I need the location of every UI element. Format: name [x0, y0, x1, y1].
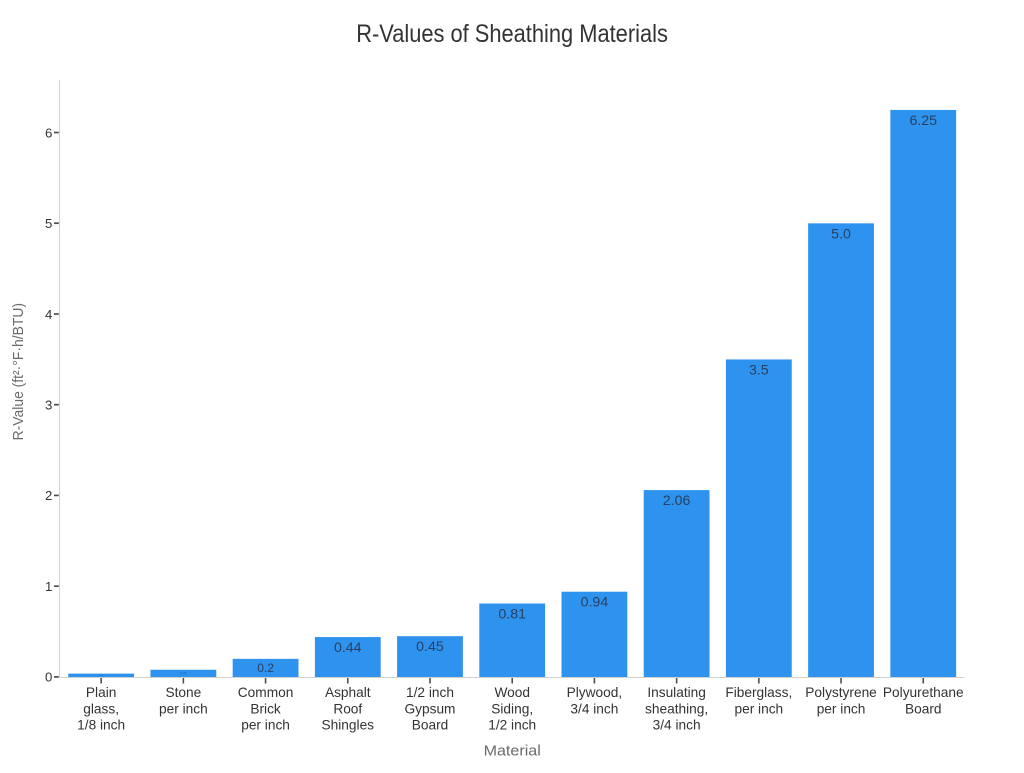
svg-text:6.25: 6.25 — [909, 113, 937, 129]
svg-text:5: 5 — [45, 216, 52, 231]
svg-text:Plain: Plain — [86, 685, 116, 700]
svg-text:Board: Board — [412, 718, 449, 733]
svg-text:0.45: 0.45 — [416, 639, 444, 655]
svg-text:Material: Material — [484, 743, 541, 760]
svg-text:3: 3 — [45, 398, 52, 413]
svg-text:0.81: 0.81 — [498, 606, 526, 622]
svg-text:Fiberglass,: Fiberglass, — [725, 685, 792, 700]
svg-text:Board: Board — [905, 701, 942, 716]
svg-text:Insulating: Insulating — [647, 685, 706, 700]
svg-text:R-Values of Sheathing Material: R-Values of Sheathing Materials — [356, 20, 668, 48]
svg-text:0.44: 0.44 — [334, 640, 362, 656]
svg-text:1: 1 — [45, 579, 52, 594]
svg-text:0: 0 — [45, 670, 52, 685]
svg-text:Asphalt: Asphalt — [325, 685, 371, 700]
svg-text:Plywood,: Plywood, — [567, 685, 623, 700]
svg-text:per inch: per inch — [817, 701, 866, 716]
svg-text:Gypsum: Gypsum — [405, 701, 456, 716]
svg-text:2: 2 — [45, 488, 52, 503]
svg-text:Stone: Stone — [165, 685, 201, 700]
svg-text:1/8 inch: 1/8 inch — [77, 718, 125, 733]
svg-text:glass,: glass, — [83, 701, 119, 716]
svg-text:Polyurethane: Polyurethane — [883, 685, 964, 700]
svg-text:Common: Common — [238, 685, 294, 700]
svg-text:0.2: 0.2 — [257, 661, 274, 675]
svg-text:Roof: Roof — [333, 701, 362, 716]
svg-text:0.94: 0.94 — [581, 595, 609, 611]
svg-text:3/4 inch: 3/4 inch — [653, 718, 701, 733]
svg-text:Wood: Wood — [494, 685, 530, 700]
svg-text:2.06: 2.06 — [663, 493, 691, 509]
svg-text:0.03: 0.03 — [99, 675, 104, 677]
svg-text:per inch: per inch — [241, 718, 290, 733]
svg-text:Polystyrene: Polystyrene — [805, 685, 877, 700]
svg-text:per inch: per inch — [159, 701, 208, 716]
svg-text:3/4 inch: 3/4 inch — [570, 701, 618, 716]
svg-text:R-Value (ft²·°F·h/BTU): R-Value (ft²·°F·h/BTU) — [11, 303, 27, 440]
svg-text:Siding,: Siding, — [491, 701, 533, 716]
svg-text:0.08: 0.08 — [180, 672, 186, 676]
svg-text:3.5: 3.5 — [749, 362, 769, 378]
svg-text:Shingles: Shingles — [322, 718, 375, 733]
svg-text:1/2 inch: 1/2 inch — [406, 685, 454, 700]
svg-text:6: 6 — [45, 125, 52, 140]
svg-text:1/2 inch: 1/2 inch — [488, 718, 536, 733]
svg-text:per inch: per inch — [734, 701, 783, 716]
svg-text:4: 4 — [45, 307, 52, 322]
svg-text:5.0: 5.0 — [831, 226, 851, 242]
svg-text:Brick: Brick — [250, 701, 281, 716]
svg-text:sheathing,: sheathing, — [645, 701, 708, 716]
